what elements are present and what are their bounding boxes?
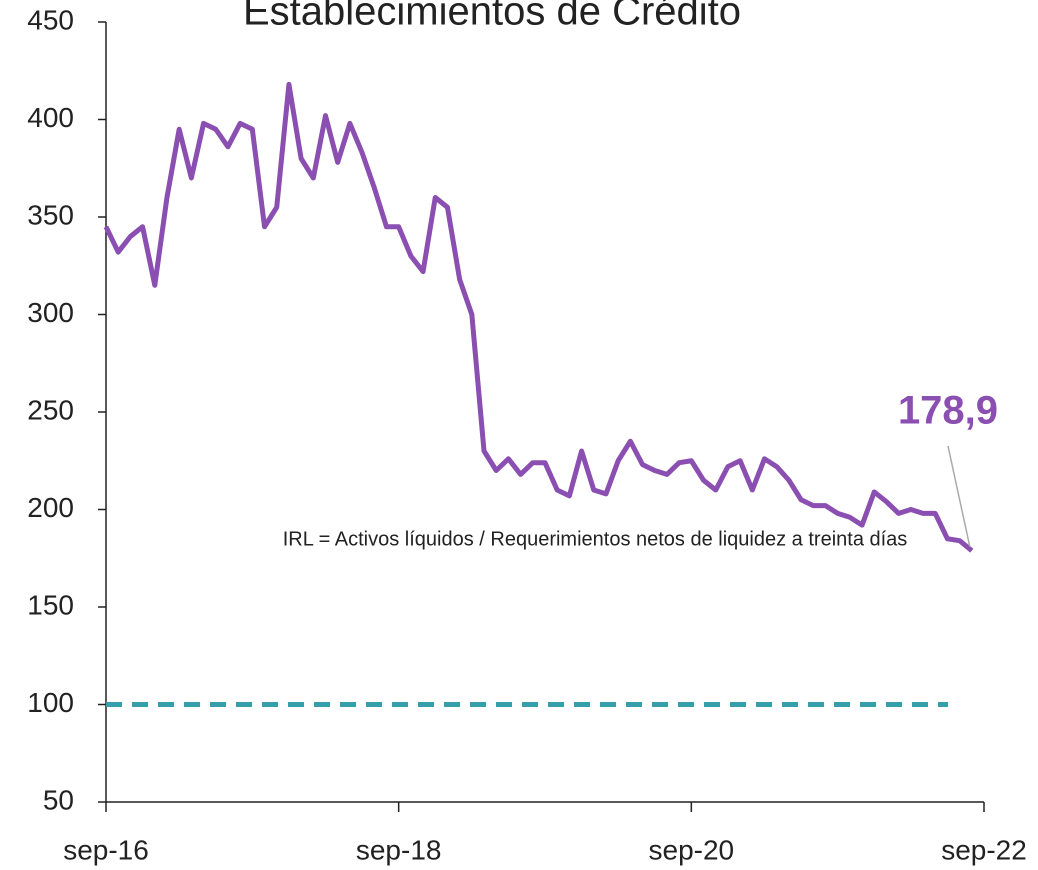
y-tick-label: 400 — [27, 102, 74, 133]
y-tick-label: 200 — [27, 492, 74, 523]
x-tick-label: sep-18 — [356, 834, 442, 865]
y-tick-label: 350 — [27, 199, 74, 230]
series-line — [103, 81, 974, 553]
x-tick-label: sep-22 — [941, 834, 1027, 865]
chart-title: Establecimientos de Crédito — [243, 0, 741, 34]
leader-line — [947, 445, 971, 547]
y-tick-label: 150 — [27, 589, 74, 620]
y-tick-label: 450 — [27, 4, 74, 35]
y-tick-label: 50 — [43, 784, 74, 815]
x-tick-label: sep-20 — [649, 834, 735, 865]
y-tick-label: 100 — [27, 687, 74, 718]
x-tick-label: sep-16 — [63, 834, 149, 865]
note: IRL = Activos líquidos / Requerimientos … — [283, 528, 908, 550]
y-tick-label: 300 — [27, 297, 74, 328]
value-label: 178,9 — [898, 389, 998, 433]
y-tick-label: 250 — [27, 394, 74, 425]
